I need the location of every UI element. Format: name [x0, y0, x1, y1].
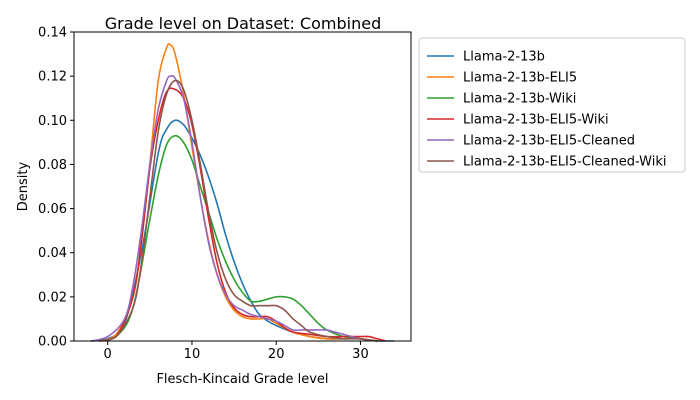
x-tick-label: 20 [268, 347, 285, 362]
x-tick-label: 10 [184, 347, 201, 362]
legend-label-5: Llama-2-13b-ELI5-Cleaned-Wiki [463, 155, 666, 170]
series-line-4 [90, 74, 378, 342]
legend: Llama-2-13b Llama-2-13b-ELI5 Llama-2-13b-W… [418, 37, 686, 173]
y-tick-label: 0.06 [38, 202, 67, 217]
series-line-0 [90, 119, 395, 342]
series-line-5 [99, 79, 378, 342]
legend-label-2: Llama-2-13b-Wiki [463, 92, 576, 107]
legend-label-4: Llama-2-13b-ELI5-Cleaned [463, 134, 635, 149]
y-tick-label: 0.12 [38, 70, 67, 85]
y-tick-label: 0.02 [38, 290, 67, 305]
legend-label-1: Llama-2-13b-ELI5 [463, 71, 577, 86]
legend-frame [418, 37, 686, 173]
chart-title: Grade level on Dataset: Combined [105, 14, 381, 33]
y-tick-label: 0.14 [38, 26, 67, 41]
y-tick-label: 0.00 [38, 335, 67, 350]
x-axis-label: Flesch-Kincaid Grade level [156, 372, 328, 387]
plot-area [73, 31, 412, 342]
axes-frame [73, 31, 412, 342]
y-tick-label: 0.10 [38, 114, 67, 129]
x-tick-label: 30 [352, 347, 369, 362]
series-line-3 [99, 87, 386, 342]
legend-items: Llama-2-13b Llama-2-13b-ELI5 Llama-2-13b-W… [427, 50, 666, 170]
legend-label-3: Llama-2-13b-ELI5-Wiki [463, 113, 609, 128]
x-tick-label: 0 [104, 347, 112, 362]
series-layer [90, 42, 395, 342]
y-tick-label: 0.04 [38, 246, 67, 261]
y-axis-ticks: 0.00 0.02 0.04 0.06 0.08 0.10 0.12 0.14 [38, 26, 74, 350]
legend-label-0: Llama-2-13b [463, 50, 545, 65]
series-line-1 [98, 42, 378, 342]
y-tick-label: 0.08 [38, 158, 67, 173]
y-axis-label: Density [16, 161, 31, 211]
series-line-2 [99, 134, 378, 342]
x-axis-ticks: 0 10 20 30 [104, 341, 369, 362]
